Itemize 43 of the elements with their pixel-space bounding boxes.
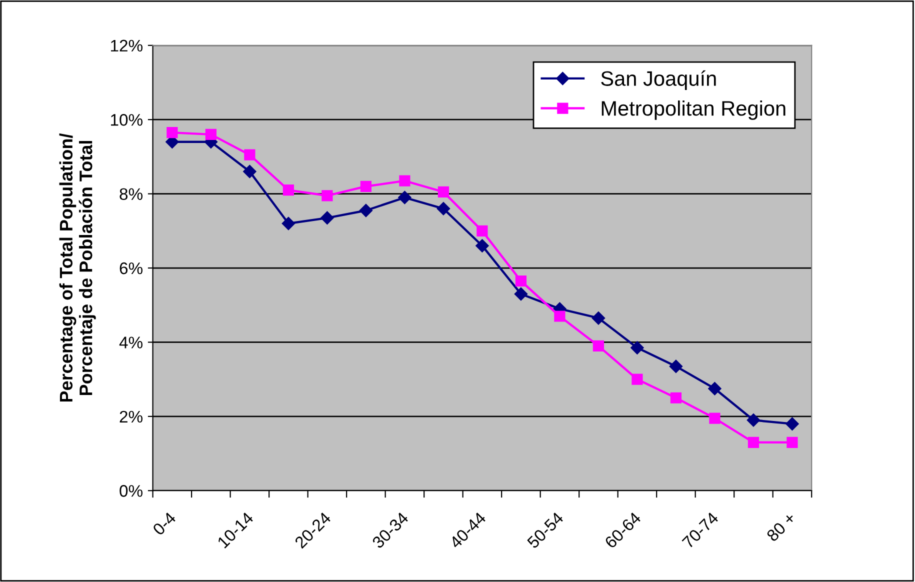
- point: [632, 374, 643, 385]
- x-tick-label: 80 +: [766, 512, 796, 542]
- y-tick-label: 12%: [110, 40, 142, 52]
- point: [708, 382, 722, 396]
- point: [243, 164, 256, 178]
- point: [592, 312, 606, 325]
- point: [748, 436, 760, 448]
- y-tick-label: 0%: [120, 485, 142, 497]
- point: [398, 190, 412, 204]
- point: [554, 310, 566, 322]
- y-tick-label: 4%: [119, 336, 142, 348]
- y-axis-title: Percentage of Total Population/ Porcentaje de Población Total: [59, 133, 96, 402]
- point: [360, 180, 372, 192]
- point: [514, 287, 528, 301]
- point: [476, 225, 488, 236]
- point: [438, 186, 450, 198]
- point: [166, 127, 178, 138]
- point: [515, 275, 527, 287]
- point: [282, 216, 296, 230]
- point: [244, 149, 256, 160]
- point: [746, 414, 760, 427]
- point: [786, 417, 799, 430]
- legend-label: Metropolitan Region: [602, 100, 786, 120]
- point: [670, 392, 682, 404]
- point: [669, 360, 683, 373]
- point: [359, 204, 373, 218]
- point: [592, 340, 604, 352]
- legend-label: San Joaquín: [601, 70, 716, 90]
- point: [399, 175, 410, 186]
- point: [282, 184, 294, 196]
- point: [786, 436, 798, 448]
- point: [320, 211, 334, 225]
- point: [322, 190, 333, 202]
- y-tick-label: 6%: [120, 262, 142, 274]
- y-tick-label: 2%: [120, 410, 142, 423]
- point: [436, 202, 450, 216]
- y-tick-label: 8%: [120, 188, 142, 200]
- point: [476, 239, 489, 252]
- y-tick-label: 10%: [110, 114, 142, 126]
- point: [205, 128, 216, 140]
- point: [630, 341, 644, 354]
- x-tick-label: 0-4: [152, 511, 177, 536]
- point: [709, 412, 720, 424]
